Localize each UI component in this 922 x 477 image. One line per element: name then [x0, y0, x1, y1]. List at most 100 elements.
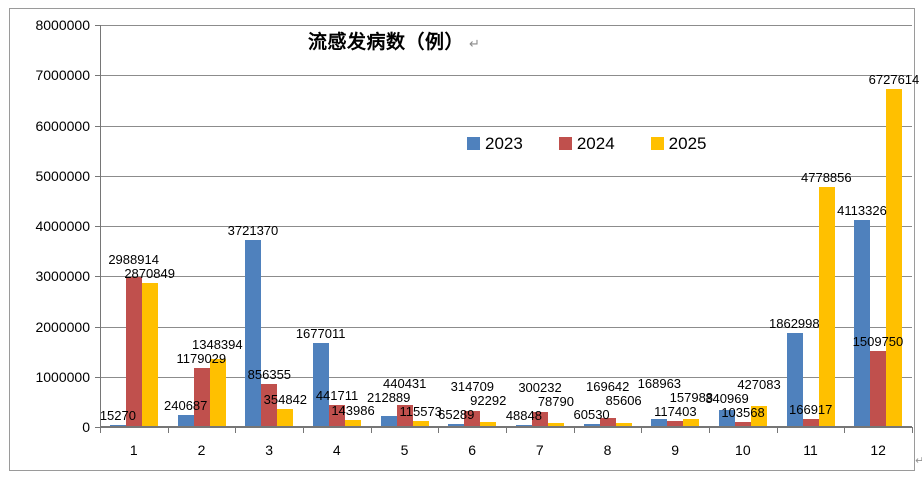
- data-label: 856355: [247, 366, 292, 382]
- bar-2023-month-12[interactable]: [854, 220, 871, 427]
- x-axis-label: 2: [197, 442, 206, 458]
- bar-2024-month-6[interactable]: [464, 411, 481, 427]
- paragraph-return-icon: ↵: [469, 36, 480, 51]
- x-axis-label: 7: [535, 442, 544, 458]
- y-axis-tick: [95, 75, 100, 76]
- bar-2025-month-5[interactable]: [412, 421, 429, 427]
- bar-2024-month-3[interactable]: [261, 383, 278, 427]
- data-label: 354842: [263, 392, 308, 408]
- bar-2024-month-5[interactable]: [396, 404, 413, 427]
- data-label: 212889: [367, 390, 411, 406]
- data-label: 65289: [438, 406, 475, 422]
- data-label: 427083: [737, 376, 781, 392]
- bar-2025-month-3[interactable]: [277, 409, 294, 427]
- bar-2025-month-1[interactable]: [141, 282, 158, 427]
- bar-2025-month-8[interactable]: [615, 422, 632, 427]
- x-axis-tick: [777, 427, 778, 433]
- legend-label: 2023: [485, 134, 523, 153]
- legend-swatch-icon: [558, 137, 572, 150]
- bar-2023-month-5[interactable]: [380, 416, 397, 427]
- y-axis-label: 4000000: [35, 218, 90, 234]
- bar-2025-month-10[interactable]: [750, 405, 767, 427]
- bar-2024-month-11[interactable]: [802, 418, 819, 427]
- y-axis-tick: [95, 327, 100, 328]
- y-axis-label: 1000000: [35, 369, 90, 385]
- bar-2023-month-10[interactable]: [718, 409, 735, 427]
- bar-2024-month-10[interactable]: [734, 421, 751, 427]
- data-label: 1179029: [176, 350, 227, 366]
- x-axis-tick: [709, 427, 710, 433]
- gridline: [100, 176, 912, 177]
- bar-2023-month-6[interactable]: [448, 423, 465, 427]
- legend-swatch-icon: [467, 137, 480, 150]
- x-axis-tick: [168, 427, 169, 433]
- x-axis-tick: [506, 427, 507, 433]
- bar-2025-month-7[interactable]: [547, 423, 564, 427]
- y-axis-tick: [95, 427, 100, 428]
- data-label: 300232: [518, 379, 562, 395]
- data-label: 78790: [537, 393, 574, 409]
- bar-2024-month-2[interactable]: [193, 367, 210, 427]
- x-axis-tick: [912, 427, 913, 433]
- x-axis-label: 6: [468, 442, 477, 458]
- y-axis-label: 8000000: [35, 17, 90, 33]
- bar-2025-month-12[interactable]: [886, 88, 903, 427]
- data-label: 143986: [331, 402, 375, 418]
- x-axis-label: 10: [735, 442, 751, 458]
- data-label: 6727614: [868, 71, 920, 87]
- legend-swatch-icon: [650, 137, 664, 150]
- y-axis-label: 7000000: [35, 67, 90, 83]
- bar-2023-month-2[interactable]: [177, 414, 194, 427]
- bar-2025-month-4[interactable]: [344, 419, 361, 427]
- bar-2025-month-2[interactable]: [209, 359, 226, 427]
- bar-2025-month-6[interactable]: [480, 422, 497, 427]
- x-axis-label: 8: [603, 442, 612, 458]
- data-label: 103568: [721, 404, 765, 420]
- legend: 2023 2024 2025: [467, 135, 742, 152]
- data-label: 166917: [789, 401, 833, 417]
- data-label: 85606: [605, 392, 642, 408]
- y-axis-tick: [95, 377, 100, 378]
- bar-2023-month-8[interactable]: [583, 423, 600, 427]
- data-label: 240687: [164, 397, 208, 413]
- bar-2023-month-7[interactable]: [515, 424, 532, 427]
- bar-2024-month-8[interactable]: [599, 418, 616, 427]
- data-label: 48848: [505, 407, 542, 423]
- data-label: 60530: [573, 406, 610, 422]
- x-axis-label: 5: [400, 442, 409, 458]
- data-label: 4778856: [801, 169, 852, 185]
- legend-item-2023[interactable]: 2023: [467, 135, 523, 152]
- data-label: 3721370: [227, 223, 279, 238]
- x-axis-line: [100, 426, 912, 428]
- bar-2024-month-12[interactable]: [870, 351, 887, 427]
- x-axis-tick: [844, 427, 845, 433]
- data-label: 115573: [399, 404, 442, 420]
- bar-2024-month-9[interactable]: [667, 421, 684, 427]
- bar-2024-month-4[interactable]: [328, 404, 345, 427]
- bar-2023-month-9[interactable]: [651, 418, 668, 427]
- legend-item-2024[interactable]: 2024: [558, 134, 615, 153]
- gridline: [100, 327, 912, 328]
- x-axis-tick: [371, 427, 372, 433]
- bar-2023-month-4[interactable]: [312, 342, 329, 427]
- data-label: 169642: [586, 378, 630, 394]
- bar-2025-month-11[interactable]: [818, 186, 835, 427]
- bar-2025-month-9[interactable]: [683, 419, 700, 427]
- y-axis-tick: [95, 226, 100, 227]
- bar-2024-month-1[interactable]: [125, 276, 142, 427]
- data-label: 340969: [705, 390, 749, 406]
- bar-2023-month-3[interactable]: [245, 240, 262, 427]
- y-axis-tick: [95, 25, 100, 26]
- data-label: 157988: [669, 390, 714, 406]
- chart-frame[interactable]: 流感发病数（例） ↵ 2023 2024 2025 0 1000000 2000000 30…: [9, 8, 919, 471]
- data-label: 117403: [654, 404, 697, 420]
- x-axis-label: 1: [129, 442, 138, 458]
- bar-2024-month-7[interactable]: [531, 411, 548, 427]
- data-label: 1862998: [769, 316, 820, 332]
- legend-item-2025[interactable]: 2025: [650, 135, 706, 152]
- y-axis-label: 6000000: [35, 118, 90, 134]
- bar-2023-month-11[interactable]: [786, 333, 803, 427]
- legend-label: 2024: [576, 134, 615, 153]
- x-axis-label: 11: [803, 442, 818, 458]
